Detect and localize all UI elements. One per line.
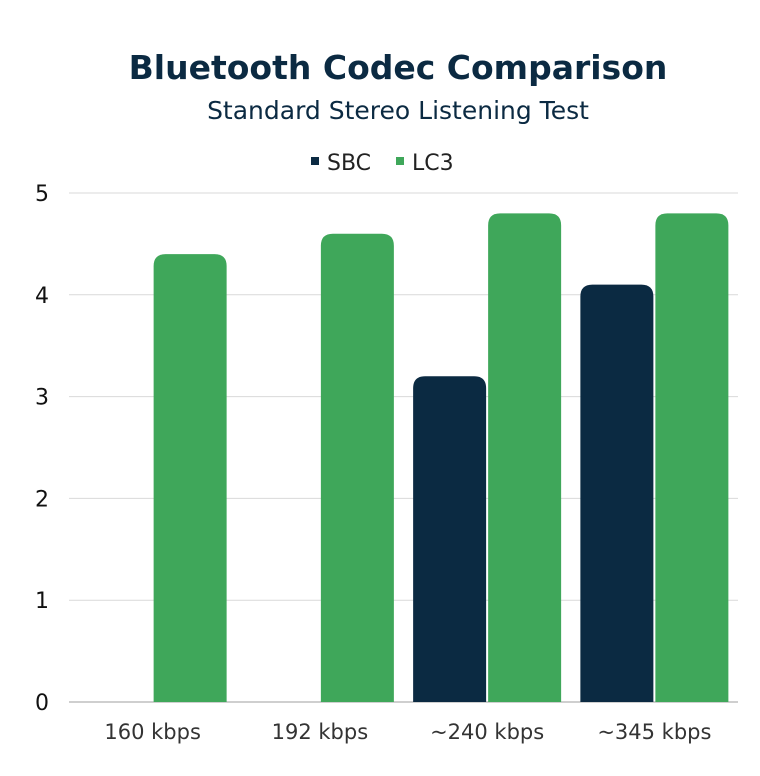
bar-lc3-3 <box>655 213 729 703</box>
bar-lc3-2 <box>488 213 562 703</box>
legend-label-lc3: LC3 <box>412 151 454 176</box>
x-tick-label: ~345 kbps <box>597 720 711 744</box>
y-tick-label: 5 <box>35 182 49 207</box>
y-tick-label: 1 <box>35 589 49 614</box>
legend-swatch-lc3 <box>396 157 404 165</box>
bar-sbc-2 <box>413 376 487 702</box>
chart-subtitle: Standard Stereo Listening Test <box>207 96 589 125</box>
y-tick-label: 2 <box>35 487 49 512</box>
x-tick-label: 160 kbps <box>104 720 201 744</box>
legend-swatch-sbc <box>311 157 319 165</box>
chart-title: Bluetooth Codec Comparison <box>129 48 668 87</box>
bar-sbc-3 <box>580 284 654 702</box>
y-axis-labels: 0 1 2 3 4 5 <box>35 182 49 716</box>
y-tick-label: 4 <box>35 284 49 309</box>
legend-label-sbc: SBC <box>327 151 371 176</box>
x-tick-label: 192 kbps <box>272 720 369 744</box>
bar-lc3-1 <box>320 233 394 702</box>
legend: SBC LC3 <box>311 151 454 176</box>
y-tick-label: 3 <box>35 386 49 411</box>
bar-lc3-0 <box>153 254 227 702</box>
y-tick-label: 0 <box>35 691 49 716</box>
x-axis-labels: 160 kbps 192 kbps ~240 kbps ~345 kbps <box>104 720 711 744</box>
bars-layer <box>153 213 729 703</box>
x-tick-label: ~240 kbps <box>430 720 544 744</box>
